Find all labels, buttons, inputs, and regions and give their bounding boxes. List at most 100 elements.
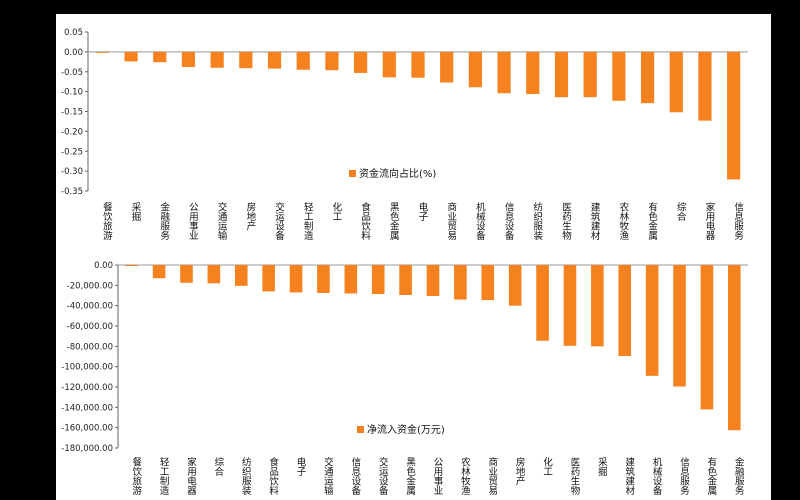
- bar: [563, 265, 577, 346]
- category-label: 信息服务: [678, 456, 690, 496]
- category-label: 商业贸易: [445, 201, 457, 241]
- y-tick-label: -0.10: [61, 88, 83, 98]
- category-label: 轻工制造: [302, 201, 314, 241]
- category-label: 机械设备: [474, 201, 486, 241]
- category-label: 机械设备: [651, 456, 663, 496]
- category-label: 采掘: [596, 457, 608, 477]
- category-label: 化工: [541, 456, 553, 476]
- bar: [399, 265, 412, 295]
- bar: [344, 265, 358, 294]
- category-label: 家用电器: [185, 456, 197, 495]
- category-label: 房地产: [244, 201, 256, 231]
- chart-fund-flow-ratio: 0.05 0.00 -0.05 -0.10 -0.15 -0.20 -0.25 -0.30 -0…: [61, 28, 748, 241]
- category-label: 纺织服装: [240, 456, 252, 496]
- category-label: 交运设备: [273, 201, 285, 241]
- bar: [497, 51, 511, 94]
- y-tick-label: -60,000.00: [67, 322, 113, 332]
- y-tick-label: -100,000.00: [61, 363, 113, 373]
- bar: [669, 51, 683, 113]
- category-label: 电子: [417, 201, 429, 221]
- category-label: 信息设备: [503, 201, 515, 241]
- bar: [440, 51, 454, 83]
- category-label: 电子: [295, 456, 307, 476]
- category-label: 信息服务: [732, 201, 744, 241]
- legend-swatch: [357, 426, 364, 433]
- bar: [554, 51, 569, 98]
- category-label: 食品饮料: [267, 456, 279, 496]
- bar: [180, 265, 193, 283]
- y-tick-label: -20,000.00: [67, 281, 113, 291]
- category-label: 黑色金属: [388, 202, 400, 241]
- category-label: 公用事业: [187, 202, 199, 240]
- legend: 资金流向占比(%): [349, 167, 436, 180]
- bar: [317, 265, 330, 293]
- bar: [583, 51, 597, 98]
- y-tick-label: 0.05: [64, 28, 83, 38]
- category-label: 轻工制造: [158, 456, 170, 496]
- bar: [262, 265, 275, 292]
- y-tick-label: 0.00: [94, 261, 113, 271]
- category-label: 化工: [330, 201, 342, 221]
- category-label: 交通运输: [322, 456, 334, 496]
- bar: [612, 51, 626, 101]
- y-tick-label: -160,000.00: [61, 424, 113, 434]
- y-tick-label: -0.30: [61, 167, 83, 177]
- bar: [296, 51, 310, 70]
- bar: [95, 51, 109, 53]
- category-label: 商业贸易: [486, 456, 498, 496]
- bar: [153, 51, 167, 63]
- y-tick-label: -180,000.00: [61, 444, 113, 454]
- category-label: 农林牧渔: [459, 456, 471, 495]
- bar: [125, 265, 138, 267]
- category-label: 纺织服装: [531, 201, 543, 241]
- bar: [289, 265, 303, 293]
- y-tick-label: -0.35: [61, 187, 83, 197]
- category-label: 交通运输: [216, 201, 228, 241]
- category-label: 交运设备: [377, 456, 389, 496]
- bar: [526, 51, 540, 95]
- y-tick-label: -80,000.00: [67, 342, 113, 352]
- category-label: 采掘: [130, 202, 142, 222]
- bar: [426, 265, 440, 297]
- bar: [454, 265, 467, 300]
- bar: [382, 51, 396, 78]
- bar: [354, 51, 368, 73]
- category-label: 建筑建材: [589, 201, 601, 240]
- category-label: 黑色金属: [404, 457, 416, 496]
- bar: [239, 51, 253, 69]
- bar: [727, 51, 741, 180]
- bar: [728, 265, 741, 431]
- category-label: 餐饮旅游: [130, 456, 142, 496]
- legend-label: 资金流向占比(%): [359, 167, 436, 180]
- bar: [508, 265, 522, 306]
- bar: [700, 265, 714, 410]
- bar: [640, 51, 655, 104]
- category-label: 综合: [675, 201, 687, 222]
- bar: [618, 265, 632, 356]
- y-tick-label: 0.00: [64, 48, 83, 58]
- category-label: 建筑建材: [623, 456, 635, 495]
- bar: [371, 265, 385, 294]
- y-tick-label: -120,000.00: [61, 383, 113, 393]
- bar: [267, 51, 282, 69]
- y-tick-label: -0.20: [61, 127, 83, 137]
- category-label: 家用电器: [703, 201, 715, 240]
- legend-label: 净流入资金(万元): [367, 423, 445, 436]
- category-label: 综合: [212, 456, 224, 477]
- y-tick-label: -140,000.00: [61, 403, 113, 413]
- category-label: 有色金属: [646, 201, 658, 241]
- legend-swatch: [349, 170, 356, 177]
- bar: [698, 51, 712, 121]
- category-label: 信息设备: [349, 456, 361, 496]
- category-label: 农林牧渔: [617, 201, 629, 240]
- bar: [152, 265, 166, 279]
- bar: [234, 265, 248, 286]
- bar: [207, 265, 221, 284]
- legend: 净流入资金(万元): [357, 423, 445, 436]
- chart-net-inflow: 0.00 -20,000.00 -40,000.00 -60,000.00 -80,00…: [61, 261, 748, 496]
- y-tick-label: -40,000.00: [67, 302, 113, 312]
- y-tick-label: -0.25: [61, 147, 83, 157]
- bar: [181, 51, 196, 67]
- bar: [673, 265, 686, 387]
- y-tick-label: -0.05: [61, 68, 83, 78]
